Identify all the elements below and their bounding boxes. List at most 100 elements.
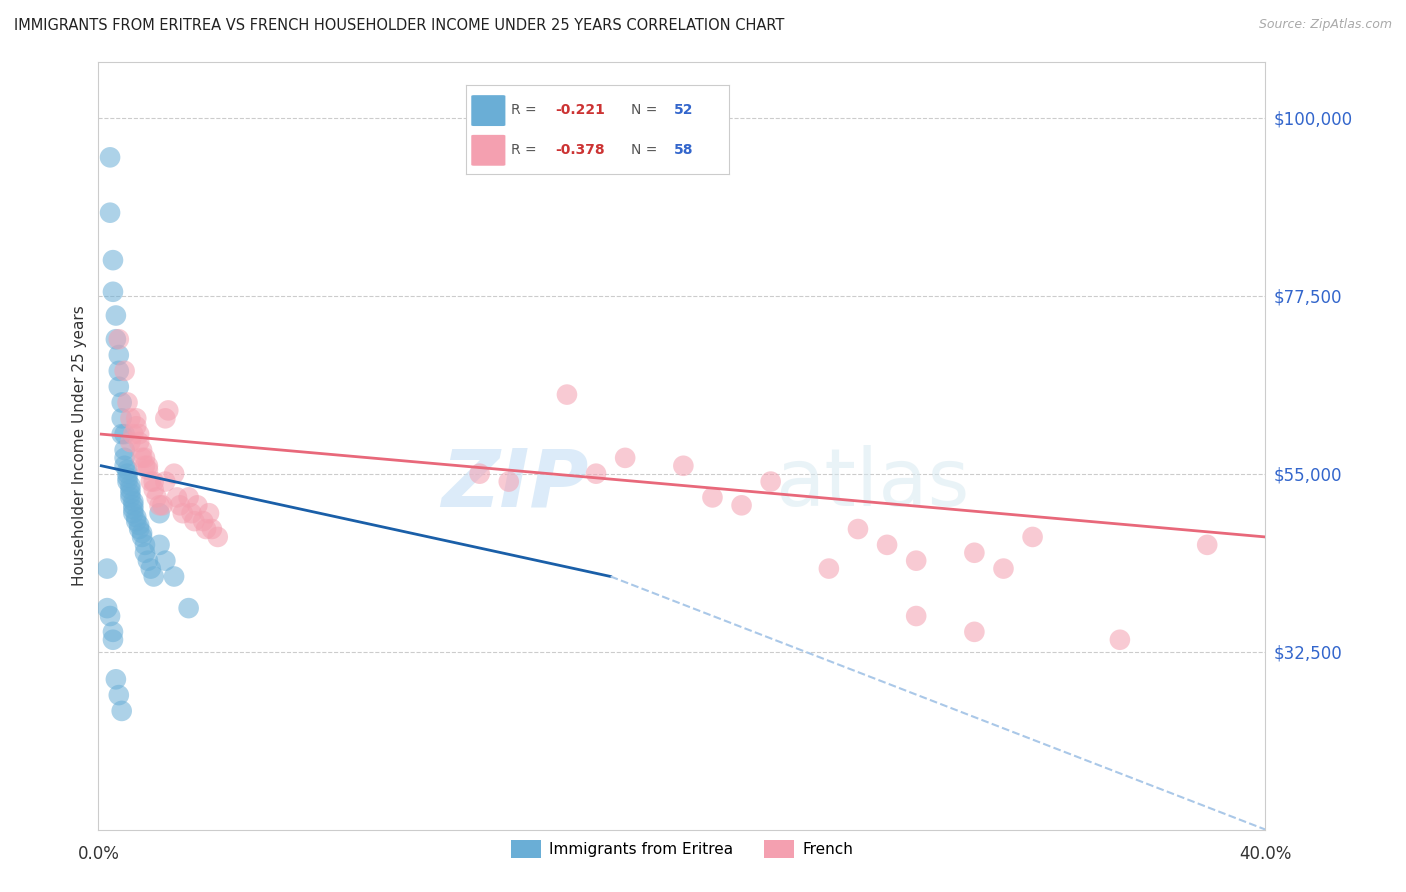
Point xyxy=(155,411,177,425)
Point xyxy=(114,364,136,378)
Text: IMMIGRANTS FROM ERITREA VS FRENCH HOUSEHOLDER INCOME UNDER 25 YEARS CORRELATION : IMMIGRANTS FROM ERITREA VS FRENCH HOUSEH… xyxy=(14,18,785,33)
Point xyxy=(134,458,156,473)
Point xyxy=(145,491,167,505)
Point xyxy=(672,458,695,473)
Point xyxy=(186,498,208,512)
Point xyxy=(139,561,162,575)
Point xyxy=(498,475,520,489)
Text: Source: ZipAtlas.com: Source: ZipAtlas.com xyxy=(1258,18,1392,31)
Point xyxy=(111,427,134,442)
Point xyxy=(152,498,174,512)
Point xyxy=(201,522,224,536)
Point xyxy=(876,538,898,552)
Point xyxy=(117,467,139,481)
Point xyxy=(111,395,134,409)
Point xyxy=(166,491,188,505)
Point xyxy=(122,502,145,516)
Point xyxy=(1021,530,1043,544)
Point xyxy=(122,506,145,520)
Point xyxy=(122,427,145,442)
Point xyxy=(128,427,150,442)
Point xyxy=(172,506,194,520)
Legend: Immigrants from Eritrea, French: Immigrants from Eritrea, French xyxy=(505,834,859,864)
Point xyxy=(98,150,121,164)
Point xyxy=(614,450,637,465)
Text: 0.0%: 0.0% xyxy=(77,845,120,863)
Point xyxy=(155,475,177,489)
Point xyxy=(1197,538,1219,552)
Point xyxy=(120,491,142,505)
Point xyxy=(120,483,142,497)
Point xyxy=(101,285,124,299)
Point xyxy=(125,510,148,524)
Point xyxy=(585,467,607,481)
Point xyxy=(104,309,127,323)
Point xyxy=(148,538,170,552)
Point xyxy=(96,561,118,575)
Text: ZIP: ZIP xyxy=(441,445,589,524)
Point xyxy=(702,491,724,505)
Point xyxy=(101,253,124,268)
Point xyxy=(107,332,129,346)
Point xyxy=(111,704,134,718)
Point xyxy=(177,601,200,615)
Point xyxy=(207,530,229,544)
Point xyxy=(134,538,156,552)
Point xyxy=(993,561,1015,575)
Point xyxy=(134,450,156,465)
Point xyxy=(114,442,136,457)
Point xyxy=(98,609,121,624)
Point xyxy=(117,475,139,489)
Point xyxy=(128,522,150,536)
Point xyxy=(759,475,782,489)
Point xyxy=(193,514,215,528)
Point xyxy=(107,364,129,378)
Point xyxy=(148,498,170,512)
Point xyxy=(155,554,177,568)
Point xyxy=(107,688,129,702)
Point xyxy=(128,518,150,533)
Point xyxy=(125,411,148,425)
Point xyxy=(114,450,136,465)
Text: 40.0%: 40.0% xyxy=(1239,845,1292,863)
Point xyxy=(125,514,148,528)
Point xyxy=(180,506,202,520)
Point xyxy=(107,348,129,362)
Point xyxy=(963,624,986,639)
Point xyxy=(163,569,186,583)
Point xyxy=(131,450,153,465)
Point xyxy=(96,601,118,615)
Point xyxy=(846,522,869,536)
Point xyxy=(117,463,139,477)
Point xyxy=(905,554,928,568)
Point xyxy=(120,478,142,492)
Point xyxy=(136,554,159,568)
Point xyxy=(104,673,127,687)
Point xyxy=(114,427,136,442)
Point xyxy=(169,498,191,512)
Point xyxy=(177,491,200,505)
Point xyxy=(114,458,136,473)
Point xyxy=(117,470,139,484)
Y-axis label: Householder Income Under 25 years: Householder Income Under 25 years xyxy=(72,306,87,586)
Point xyxy=(117,395,139,409)
Point xyxy=(120,435,142,450)
Point xyxy=(131,530,153,544)
Point xyxy=(120,486,142,500)
Point xyxy=(101,624,124,639)
Point xyxy=(142,569,165,583)
Point xyxy=(905,609,928,624)
Point xyxy=(120,411,142,425)
Point xyxy=(1109,632,1132,647)
Point xyxy=(107,380,129,394)
Point xyxy=(198,506,221,520)
Point xyxy=(122,494,145,508)
Point xyxy=(963,546,986,560)
Point xyxy=(468,467,491,481)
Point xyxy=(555,387,578,401)
Point xyxy=(136,463,159,477)
Point xyxy=(730,498,752,512)
Point xyxy=(111,411,134,425)
Point xyxy=(818,561,841,575)
Text: atlas: atlas xyxy=(775,445,970,524)
